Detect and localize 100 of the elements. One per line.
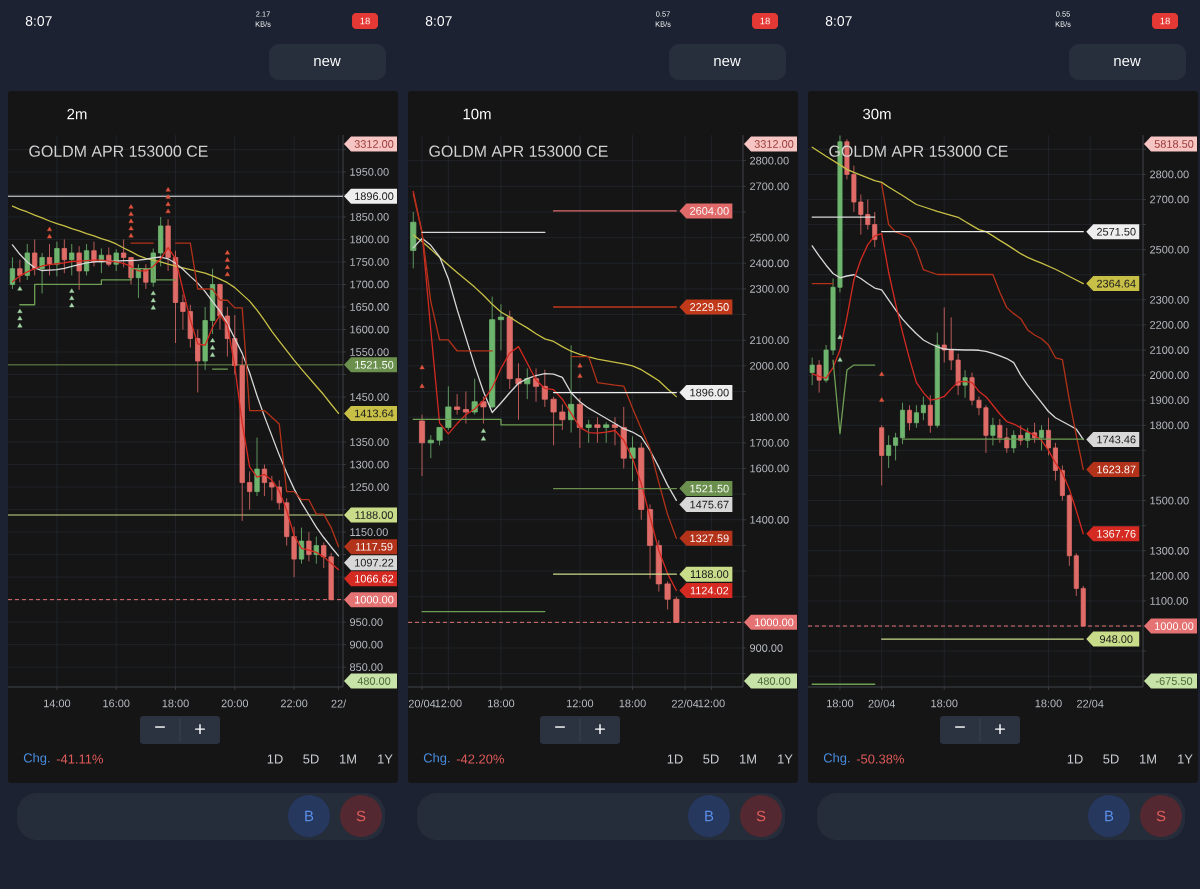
ref-line-label: 1000.00: [1155, 622, 1194, 630]
y-tick-label: 1150.00: [350, 528, 388, 536]
text: −: [955, 726, 965, 728]
text: 1D: [267, 754, 283, 764]
text: new: [1114, 57, 1141, 67]
candlestick: [261, 464, 268, 497]
x-tick-label: 18:00: [1035, 699, 1062, 708]
candlestick: [506, 310, 513, 390]
x-tick-label: 18:00: [827, 699, 854, 708]
point: [577, 373, 583, 378]
x-tick-label: 18:00: [488, 699, 515, 708]
point: [210, 337, 216, 343]
text: 10m: [463, 108, 491, 120]
data-label: 1521.50: [690, 484, 729, 493]
ref-line-label: 1000.00: [355, 595, 394, 604]
x-tick-label: 22/04: [671, 699, 699, 708]
candlestick: [550, 396, 557, 446]
y-tick-label: 1750.00: [350, 258, 389, 266]
candlestick: [165, 218, 171, 272]
point: [419, 364, 425, 370]
text: 1Y: [1178, 754, 1193, 764]
y-tick-label: 1250.00: [350, 483, 389, 491]
point: [17, 323, 23, 328]
text: −: [555, 726, 565, 728]
candlestick: [585, 419, 592, 444]
point: [224, 271, 230, 277]
point: [480, 428, 486, 433]
point: [128, 225, 134, 231]
text: B: [305, 810, 314, 822]
candlestick: [559, 403, 566, 431]
point: [480, 436, 486, 441]
candlestick: [195, 329, 201, 393]
data-label: 1896.00: [690, 388, 729, 397]
text: -41.11%: [56, 754, 104, 764]
text: new: [714, 57, 741, 67]
point: [150, 297, 156, 303]
data-label: 1066.62: [355, 574, 394, 583]
text: 1Y: [778, 754, 793, 764]
text: -675.50: [1155, 677, 1193, 685]
point: [47, 226, 52, 232]
data-label: 1367.76: [1097, 529, 1136, 538]
point: [165, 201, 171, 206]
candlestick: [54, 241, 60, 277]
y-tick-label: 1550.00: [350, 348, 389, 356]
candlestick: [69, 243, 75, 276]
text: 5818.50: [1154, 140, 1194, 148]
candlestick: [893, 432, 899, 461]
candlestick: [46, 243, 53, 276]
y-tick-label: 1300.00: [350, 460, 389, 469]
candlestick: [32, 239, 38, 276]
data-label: 1623.87: [1097, 465, 1136, 474]
text: +: [195, 724, 205, 734]
point: [69, 295, 75, 300]
text: 1M: [740, 754, 756, 764]
text: S: [756, 810, 766, 822]
text: 3312.00: [354, 140, 394, 148]
y-tick-label: 1200.00: [1150, 571, 1189, 580]
text: 1D: [667, 754, 683, 764]
text: B: [705, 810, 714, 822]
x-tick-label: 12:00: [435, 699, 462, 708]
candlestick: [913, 404, 919, 429]
point: [47, 233, 52, 239]
text: +: [995, 724, 1005, 734]
y-tick-label: 1850.00: [350, 213, 389, 221]
point: [17, 286, 23, 291]
candlestick: [1080, 585, 1086, 627]
candlestick: [39, 252, 45, 294]
text: Chg.: [23, 752, 50, 766]
text: 480.00: [757, 677, 791, 685]
text: 18: [360, 17, 370, 25]
data-label: 2364.64: [1096, 279, 1136, 288]
data-label: 1327.59: [690, 534, 729, 543]
candlestick: [934, 332, 940, 429]
text: 1D: [1067, 754, 1083, 764]
x-tick-label: 16:00: [103, 699, 130, 708]
text: 8:07: [425, 16, 452, 26]
candlestick: [524, 368, 531, 400]
y-tick-label: 2800.00: [1150, 170, 1189, 179]
data-label: 1188.00: [690, 570, 729, 579]
candlestick: [886, 434, 892, 469]
y-tick-label: 1450.00: [350, 393, 389, 401]
point: [69, 302, 75, 308]
text: −: [155, 726, 165, 728]
text: +: [595, 724, 605, 734]
text: 18: [1160, 17, 1170, 25]
point: [128, 233, 134, 238]
text: 1Y: [378, 754, 393, 764]
candlestick: [61, 239, 67, 274]
candlestick: [1066, 493, 1072, 567]
x-tick-label: 14:00: [44, 699, 71, 708]
x-tick-label: 20/04: [868, 699, 896, 708]
data-label: 1117.59: [355, 542, 393, 551]
candlestick: [497, 303, 504, 351]
y-tick-label: 2800.00: [750, 156, 789, 165]
y-tick-label: 1500.00: [1150, 496, 1189, 505]
candlestick: [1039, 424, 1045, 451]
candlestick: [202, 306, 208, 371]
data-label: 948.00: [1100, 635, 1133, 643]
candlestick: [541, 369, 548, 408]
candlestick: [489, 296, 496, 409]
